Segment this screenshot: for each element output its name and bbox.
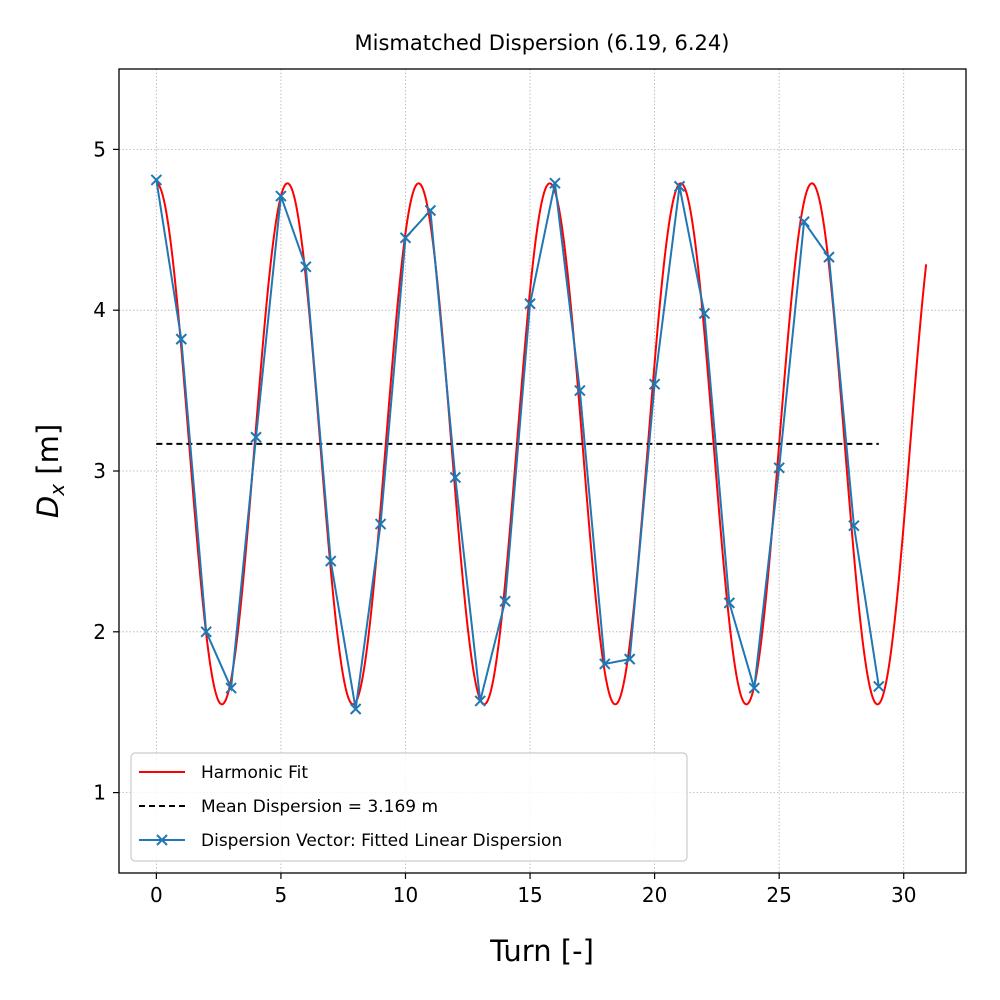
x-tick-label: 0: [150, 883, 163, 907]
x-tick-label: 5: [275, 883, 288, 907]
data-point-x-marker: [250, 431, 262, 443]
data-point-x-marker: [823, 251, 835, 263]
data-point-x-marker: [399, 232, 412, 244]
x-tick-label: 15: [517, 883, 542, 907]
y-tick-label: 3: [93, 459, 106, 483]
y-axis-label-symbol: D: [31, 496, 65, 518]
x-axis-label: Turn [-]: [489, 934, 594, 968]
data-point-x-marker: [524, 298, 536, 310]
chart-title: Mismatched Dispersion (6.19, 6.24): [355, 31, 730, 55]
grid-lines: [119, 69, 966, 873]
data-point-x-marker: [873, 680, 885, 693]
y-tick-label: 5: [93, 137, 106, 161]
y-tick-label: 4: [93, 298, 106, 322]
x-tick-label: 25: [766, 883, 791, 907]
data-point-x-marker: [574, 384, 586, 397]
data-point-x-marker: [549, 177, 561, 189]
data-point-x-marker: [374, 518, 387, 530]
y-axis-label: Dx [m]: [31, 424, 69, 518]
data-point-x-marker: [798, 216, 810, 228]
y-axis-label-subscript: x: [45, 484, 69, 497]
data-point-x-marker: [200, 626, 212, 638]
y-tick-label: 1: [93, 781, 106, 805]
data-point-x-marker: [623, 653, 636, 665]
data-point-x-marker: [175, 333, 187, 345]
x-tick-label: 10: [393, 883, 418, 907]
data-point-x-marker: [698, 307, 711, 320]
data-point-x-marker: [150, 174, 163, 186]
x-tick-label: 30: [891, 883, 916, 907]
series-layer: [150, 174, 885, 715]
data-point-x-marker: [424, 204, 437, 217]
data-point-x-marker: [673, 180, 686, 193]
x-tick-label: 20: [642, 883, 667, 907]
legend: Harmonic Fit Mean Dispersion = 3.169 m D…: [130, 752, 688, 862]
harmonic-fit-curve: [156, 182, 928, 706]
data-point-x-marker: [723, 597, 736, 609]
data-point-x-marker: [499, 595, 511, 607]
data-point-x-marker: [599, 658, 611, 670]
y-tick-label: 2: [93, 620, 106, 644]
legend-label-dispersion-vector: Dispersion Vector: Fitted Linear Dispers…: [201, 831, 562, 851]
y-axis-label-unit: [m]: [31, 424, 65, 484]
data-point-x-marker: [449, 471, 462, 484]
data-point-x-marker: [275, 190, 287, 202]
data-point-x-marker: [848, 519, 860, 532]
data-point-x-marker: [300, 261, 312, 273]
legend-marker-x-icon: [156, 834, 168, 846]
data-point-x-marker: [225, 682, 237, 694]
legend-label-mean-dispersion: Mean Dispersion = 3.169 m: [201, 797, 438, 817]
data-point-x-marker: [648, 378, 661, 390]
data-point-x-marker: [773, 462, 785, 474]
data-point-x-marker: [748, 682, 760, 694]
legend-label-harmonic-fit: Harmonic Fit: [201, 763, 308, 783]
series-line: [155, 179, 880, 710]
data-point-x-marker: [349, 703, 362, 715]
data-point-x-marker: [474, 695, 486, 707]
legend-box: [130, 752, 688, 862]
axis-ticks: 0 5 10 15 20 25 30 1 2 3 4 5: [93, 137, 916, 907]
data-point-x-marker: [325, 555, 337, 567]
